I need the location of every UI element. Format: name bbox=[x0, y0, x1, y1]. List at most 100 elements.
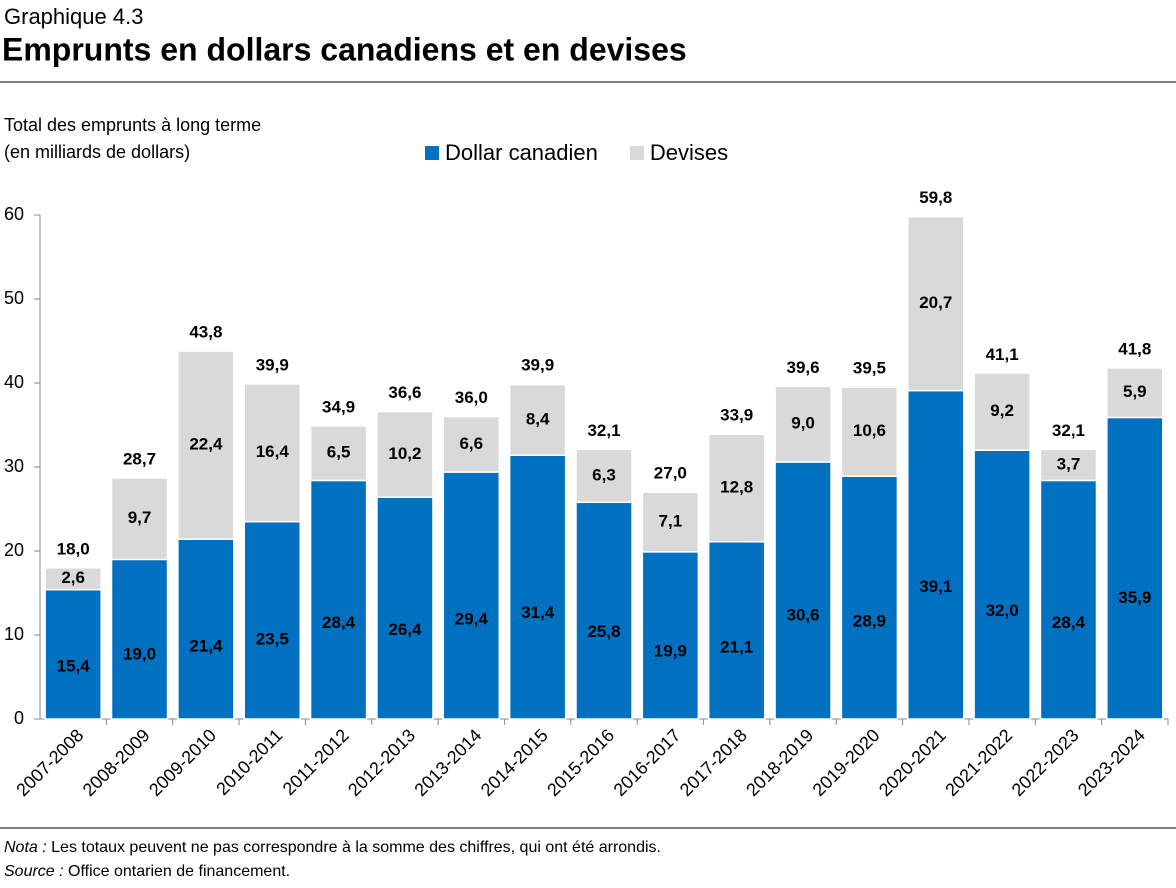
total-label: 27,0 bbox=[654, 464, 687, 483]
bar-segment bbox=[508, 383, 567, 456]
value-label: 20,7 bbox=[919, 293, 952, 312]
total-label: 39,9 bbox=[256, 355, 289, 374]
y-tick-label: 60 bbox=[4, 204, 24, 224]
bar-segment bbox=[309, 425, 368, 482]
total-label: 32,1 bbox=[587, 421, 620, 440]
total-label: 59,8 bbox=[919, 188, 952, 207]
x-tick-label: 2011-2012 bbox=[279, 725, 353, 799]
note: Nota : Les totaux peuvent ne pas corresp… bbox=[4, 839, 661, 856]
legend-swatch bbox=[425, 146, 439, 160]
bar-segment bbox=[309, 479, 368, 720]
bar-segment bbox=[1106, 367, 1164, 419]
bar-segment bbox=[907, 389, 965, 720]
bar-segment bbox=[1039, 448, 1098, 482]
bar-segment bbox=[641, 551, 700, 720]
total-label: 34,9 bbox=[322, 397, 355, 416]
x-tick-label: 2009-2010 bbox=[145, 725, 220, 800]
bar-segment bbox=[177, 350, 235, 540]
bar-segment bbox=[110, 477, 169, 561]
value-label: 21,4 bbox=[189, 637, 223, 656]
x-tick-label: 2012-2013 bbox=[344, 725, 419, 800]
bar-segment bbox=[110, 558, 169, 720]
value-label: 19,9 bbox=[654, 642, 687, 661]
note-text: Les totaux peuvent ne pas correspondre à… bbox=[51, 839, 661, 856]
y-tick-label: 0 bbox=[14, 708, 24, 728]
value-label: 16,4 bbox=[256, 442, 290, 461]
y-tick-label: 20 bbox=[4, 540, 24, 560]
x-tick-label: 2015-2016 bbox=[543, 725, 618, 800]
x-tick-label: 2018-2019 bbox=[742, 725, 817, 800]
value-label: 31,4 bbox=[521, 603, 555, 622]
value-label: 6,5 bbox=[327, 443, 351, 462]
value-label: 28,9 bbox=[853, 611, 886, 630]
value-label: 19,0 bbox=[123, 645, 156, 664]
bar-segment bbox=[575, 501, 633, 720]
total-label: 18,0 bbox=[57, 539, 90, 558]
bar-segment bbox=[973, 449, 1031, 720]
value-label: 30,6 bbox=[787, 606, 820, 625]
value-label: 10,2 bbox=[388, 444, 421, 463]
value-label: 21,1 bbox=[720, 638, 753, 657]
y-tick-label: 30 bbox=[4, 456, 24, 476]
note-text: Office ontarien de financement. bbox=[68, 863, 290, 880]
y-tick-label: 40 bbox=[4, 372, 24, 392]
x-tick-label: 2010-2011 bbox=[212, 725, 286, 799]
y-axis-title: (en milliards de dollars) bbox=[4, 142, 190, 162]
chart-label: Graphique 4.3 bbox=[4, 4, 143, 29]
bar-segment bbox=[1039, 479, 1098, 720]
total-label: 33,9 bbox=[720, 406, 753, 425]
x-tick-label: 2020-2021 bbox=[875, 725, 950, 800]
x-tick-label: 2017-2018 bbox=[676, 725, 751, 800]
bar-segment bbox=[442, 415, 501, 473]
total-label: 36,6 bbox=[388, 383, 421, 402]
value-label: 28,4 bbox=[1052, 613, 1086, 632]
bar-segment bbox=[707, 433, 766, 543]
value-label: 39,1 bbox=[919, 577, 952, 596]
value-label: 32,0 bbox=[986, 601, 1019, 620]
x-tick-label: 2008-2009 bbox=[79, 725, 154, 800]
value-label: 9,0 bbox=[791, 414, 815, 433]
value-label: 15,4 bbox=[57, 657, 91, 676]
value-label: 25,8 bbox=[587, 622, 620, 641]
value-label: 8,4 bbox=[526, 409, 550, 428]
x-tick-label: 2022-2023 bbox=[1008, 725, 1083, 800]
x-tick-label: 2019-2020 bbox=[809, 725, 884, 800]
value-label: 2,6 bbox=[61, 568, 85, 587]
bar-segment bbox=[376, 410, 434, 498]
value-label: 7,1 bbox=[659, 512, 683, 531]
x-tick-label: 2014-2015 bbox=[477, 725, 552, 800]
total-label: 32,1 bbox=[1052, 421, 1085, 440]
bar-segment bbox=[973, 372, 1031, 451]
x-tick-label: 2021-2022 bbox=[941, 725, 1016, 800]
legend-swatch bbox=[629, 146, 644, 160]
note-label: Nota : bbox=[4, 839, 47, 856]
total-label: 39,9 bbox=[521, 355, 554, 374]
value-label: 12,8 bbox=[720, 477, 753, 496]
bar-segment bbox=[243, 520, 301, 720]
y-tick-label: 10 bbox=[4, 624, 24, 644]
total-label: 39,5 bbox=[853, 359, 886, 378]
y-axis-title: Total des emprunts à long terme bbox=[4, 115, 261, 135]
value-label: 26,4 bbox=[388, 620, 422, 639]
bar-segment bbox=[840, 386, 899, 477]
bar-segment bbox=[641, 491, 700, 553]
bar-segment bbox=[44, 588, 102, 720]
value-label: 9,2 bbox=[990, 401, 1014, 420]
chart-title: Emprunts en dollars canadiens et en devi… bbox=[2, 31, 687, 67]
value-label: 10,6 bbox=[853, 421, 886, 440]
total-label: 41,1 bbox=[986, 345, 1019, 364]
bar-segment bbox=[1106, 416, 1164, 720]
bar-segment bbox=[907, 215, 965, 392]
value-label: 5,9 bbox=[1123, 382, 1147, 401]
x-tick-label: 2023-2024 bbox=[1074, 725, 1149, 800]
value-label: 35,9 bbox=[1118, 588, 1151, 607]
value-label: 6,6 bbox=[459, 434, 483, 453]
value-label: 9,7 bbox=[128, 508, 152, 527]
bar-segment bbox=[840, 475, 899, 720]
x-tick-label: 2016-2017 bbox=[610, 725, 685, 800]
value-label: 3,7 bbox=[1057, 454, 1081, 473]
legend-label: Dollar canadien bbox=[445, 140, 598, 165]
total-label: 39,6 bbox=[787, 358, 820, 377]
